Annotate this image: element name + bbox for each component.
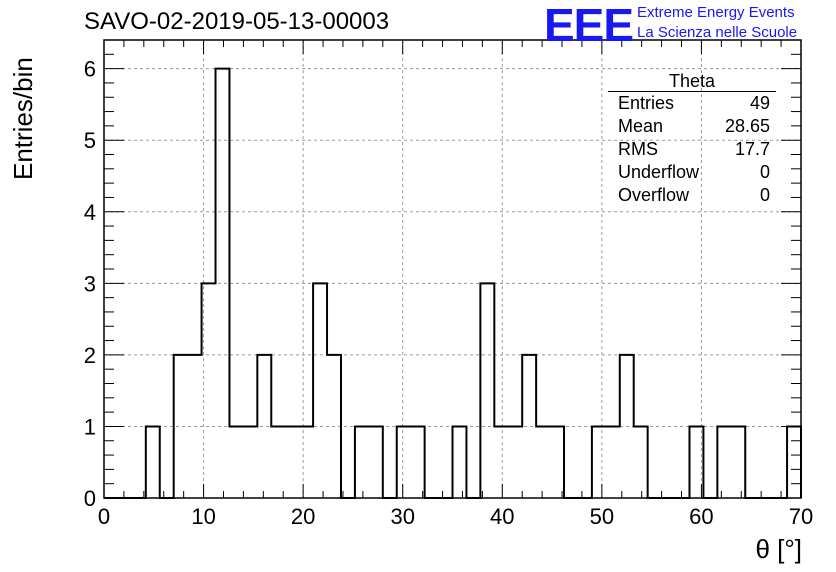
y-tick-label: 1 [84,414,96,439]
histogram-bar [229,426,243,498]
stats-row-entries: Entries 49 [612,92,776,115]
logo-caption-line2: La Scienza nelle Scuole [637,24,798,41]
chart-title: SAVO-02-2019-05-13-00003 [84,8,390,35]
x-tick-label: 40 [490,504,514,529]
x-axis-label: θ [°] [755,534,802,564]
x-tick-label: 0 [98,504,110,529]
histogram-bar [494,426,508,498]
stats-value: 0 [759,185,770,205]
stats-label: Underflow [618,162,700,182]
y-tick-label: 2 [84,343,96,368]
histogram-bar [369,426,383,498]
x-tick-label: 30 [390,504,414,529]
stats-box: Theta Entries 49 Mean 28.65 RMS 17.7 Und… [608,71,776,207]
histogram-bar [355,426,369,498]
logo-caption-line1: Extreme Energy Events [637,4,795,21]
histogram-bar [606,426,620,498]
histogram-bar [271,426,285,498]
histogram-bar [717,426,731,498]
eee-logo: EEE [544,0,634,51]
histogram-bar [313,283,327,498]
histogram-bar [634,426,648,498]
histogram-bar [299,426,313,498]
histogram-bar [216,69,230,498]
histogram-bar [174,355,188,498]
histogram-bar [397,426,411,498]
histogram-bar [536,426,550,498]
stats-label: RMS [618,139,658,159]
histogram-bar [453,426,467,498]
x-tick-label: 50 [590,504,614,529]
histogram-bar [480,283,494,498]
y-tick-label: 5 [84,128,96,153]
histogram-bar [243,426,257,498]
y-tick-label: 3 [84,271,96,296]
stats-row-mean: Mean 28.65 [612,115,776,138]
x-tick-label: 60 [689,504,713,529]
x-tick-label: 70 [789,504,813,529]
x-tick-label: 20 [291,504,315,529]
logo-caption: Extreme Energy Events La Scienza nelle S… [637,3,797,43]
stats-title: Theta [608,71,776,92]
stats-value: 49 [749,93,770,113]
histogram-bar [411,426,425,498]
histogram-bar [592,426,606,498]
histogram-bar [550,426,564,498]
y-tick-label: 4 [84,200,96,225]
x-tick-label: 10 [191,504,215,529]
histogram-outline [104,67,802,499]
histogram-bar [257,355,271,498]
stats-value: 0 [759,162,770,182]
histogram-bar [285,426,299,498]
stats-row-overflow: Overflow 0 [612,184,776,207]
stats-value: 28.65 [724,116,770,136]
y-tick-label: 6 [84,57,96,82]
histogram-bar [787,426,801,498]
stats-label: Entries [618,93,675,113]
stats-row-rms: RMS 17.7 [612,138,776,161]
stats-label: Mean [618,116,664,136]
stats-row-underflow: Underflow 0 [612,161,776,184]
histogram-bar [508,426,522,498]
stats-value: 17.7 [734,139,770,159]
y-axis-label: Entries/bin [8,57,38,180]
stats-label: Overflow [618,185,690,205]
histogram-bar [146,426,160,498]
y-tick-label: 0 [84,486,96,511]
histogram-bar [731,426,745,498]
